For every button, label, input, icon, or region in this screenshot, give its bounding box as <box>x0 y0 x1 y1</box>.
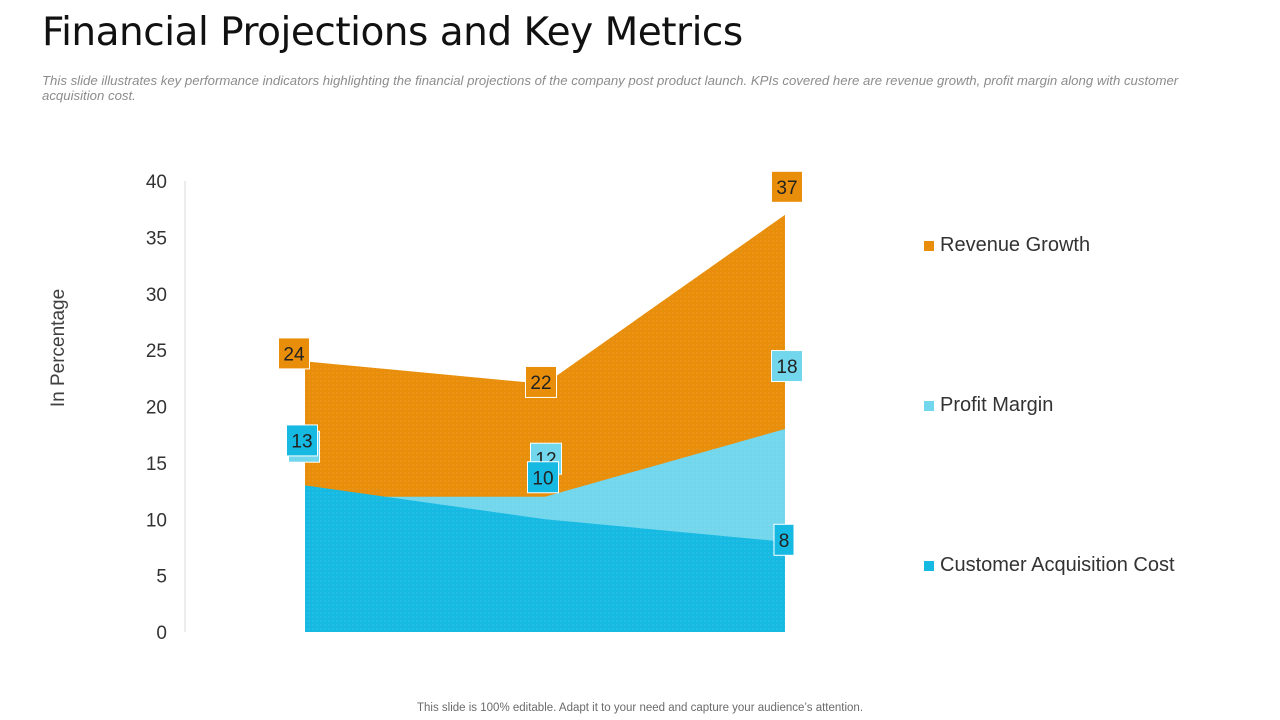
revenue-growth-label-box <box>771 170 803 203</box>
customer-acquisition-cost-data-label: 8 <box>779 531 790 552</box>
legend-swatch <box>924 241 934 251</box>
y-tick-label: 10 <box>146 510 167 531</box>
revenue-growth-data-label: 37 <box>776 178 797 199</box>
y-tick-label: 25 <box>146 341 167 362</box>
y-tick-label: 15 <box>146 454 167 475</box>
profit-margin-label-box <box>771 350 803 383</box>
customer-acquisition-cost-area-texture <box>305 485 785 632</box>
profit-margin-data-label: 18 <box>776 357 797 378</box>
page-title: Financial Projections and Key Metrics <box>42 10 743 55</box>
page-subtitle: This slide illustrates key performance i… <box>42 73 1179 103</box>
revenue-growth-label-box <box>525 365 557 398</box>
y-tick-label: 40 <box>146 172 167 193</box>
revenue-growth-data-label: 24 <box>283 344 305 365</box>
footer-note: This slide is 100% editable. Adapt it to… <box>416 702 864 714</box>
legend-label: Customer Acquisition Cost <box>940 554 1175 576</box>
legend-swatch <box>924 561 934 571</box>
legend-label: Revenue Growth <box>940 234 1091 256</box>
customer-acquisition-cost-label-box <box>527 461 559 494</box>
customer-acquisition-cost-label-box <box>286 424 318 457</box>
y-tick-label: 0 <box>156 623 167 644</box>
y-tick-label: 35 <box>146 228 167 249</box>
y-tick-label: 30 <box>146 285 167 306</box>
y-tick-label: 20 <box>146 398 167 419</box>
y-tick-label: 5 <box>156 567 167 588</box>
revenue-growth-label-box <box>278 337 310 370</box>
customer-acquisition-cost-label-box <box>773 523 795 556</box>
legend-label: Profit Margin <box>940 394 1054 416</box>
revenue-growth-data-label: 22 <box>530 373 551 394</box>
customer-acquisition-cost-data-label: 13 <box>291 431 312 452</box>
legend-swatch <box>924 401 934 411</box>
customer-acquisition-cost-data-label: 10 <box>532 468 553 489</box>
